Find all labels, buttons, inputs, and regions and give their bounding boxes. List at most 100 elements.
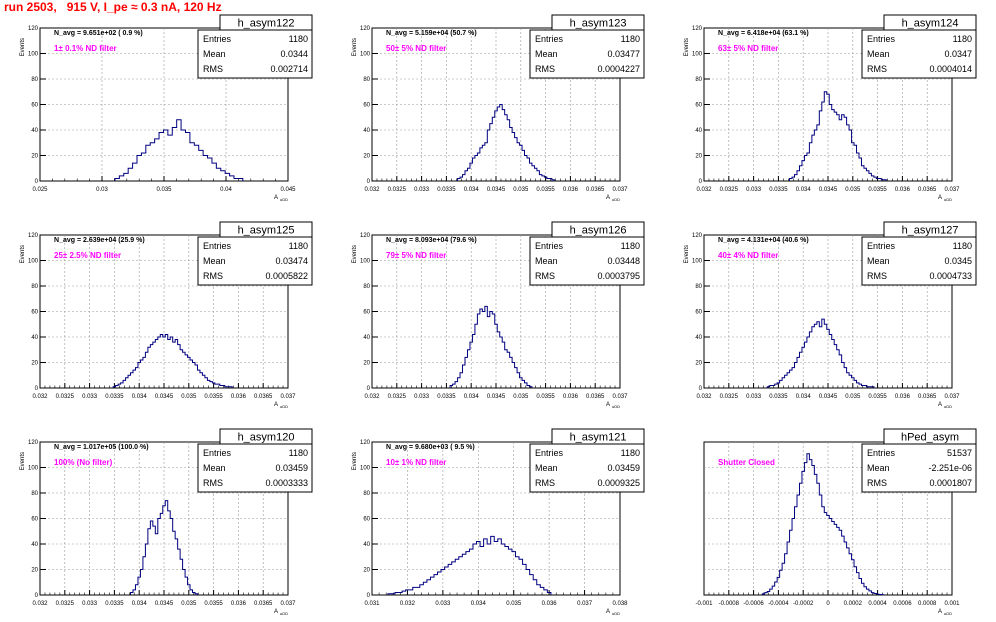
histogram-series bbox=[789, 91, 887, 181]
y-tick-label: 60 bbox=[31, 517, 38, 523]
x-tick-label: 0.032 bbox=[696, 394, 712, 400]
stats-value: 0.03459 bbox=[607, 463, 640, 473]
x-tick-label: 0.034 bbox=[471, 601, 487, 607]
stats-value: 0.0004227 bbox=[597, 64, 640, 74]
y-tick-label: 20 bbox=[695, 154, 702, 160]
x-tick-label: 0.0365 bbox=[586, 394, 605, 400]
x-tick-label: 0.033 bbox=[82, 601, 98, 607]
x-tick-label: 0.0325 bbox=[388, 394, 407, 400]
stats-label: RMS bbox=[867, 478, 887, 488]
histogram-series bbox=[130, 500, 198, 595]
stats-value: 0.0003795 bbox=[597, 271, 640, 281]
x-tick-label: 0.025 bbox=[32, 187, 48, 193]
x-axis-title-subscript: uDD bbox=[944, 611, 952, 616]
x-tick-label: 0.0345 bbox=[819, 394, 838, 400]
y-tick-label: 60 bbox=[363, 517, 370, 523]
stats-label: Mean bbox=[535, 256, 558, 266]
stats-value: 0.0345 bbox=[944, 256, 972, 266]
stats-box bbox=[861, 29, 977, 79]
histogram-name: h_asym127 bbox=[902, 225, 959, 237]
x-tick-label: 0.0355 bbox=[868, 187, 887, 193]
x-axis-title: A bbox=[274, 609, 278, 615]
x-tick-label: 0.0355 bbox=[204, 601, 223, 607]
x-tick-label: 0.0325 bbox=[56, 394, 75, 400]
x-tick-label: 0.032 bbox=[32, 601, 48, 607]
y-tick-label: 60 bbox=[363, 310, 370, 316]
filter-annotation: 40± 4% ND filter bbox=[718, 251, 778, 260]
y-tick-label: 80 bbox=[363, 284, 370, 290]
x-tick-label: 0.034 bbox=[796, 187, 812, 193]
pad-h_asym123: 0.032 0.0325 0.033 0.0335 0.034 0.0345 0.035 0.… bbox=[352, 14, 645, 202]
y-tick-label: 100 bbox=[692, 259, 703, 265]
stats-label: RMS bbox=[203, 271, 223, 281]
stats-label: Entries bbox=[535, 448, 564, 458]
y-tick-label: 20 bbox=[695, 361, 702, 367]
x-tick-label: 0.035 bbox=[513, 394, 529, 400]
x-tick-label: 0.04 bbox=[220, 187, 232, 193]
pad-h_asym125: 0.032 0.0325 0.033 0.0335 0.034 0.0345 0.035 0.… bbox=[20, 221, 313, 409]
x-tick-label: 0.035 bbox=[845, 187, 861, 193]
y-tick-label: 40 bbox=[363, 542, 370, 548]
x-axis-title-subscript: uDD bbox=[944, 197, 952, 202]
stats-label: Mean bbox=[535, 463, 558, 473]
x-tick-label: 0.036 bbox=[895, 394, 911, 400]
x-tick-label: 0.033 bbox=[414, 394, 430, 400]
y-tick-label: 80 bbox=[363, 77, 370, 83]
x-axis-title: A bbox=[938, 402, 942, 408]
stats-label: RMS bbox=[203, 64, 223, 74]
x-tick-label: 0.037 bbox=[944, 394, 960, 400]
stats-label: Mean bbox=[203, 49, 226, 59]
x-tick-label: 0.036 bbox=[542, 601, 558, 607]
y-tick-label: 20 bbox=[363, 568, 370, 574]
x-tick-label: -0.001 bbox=[695, 601, 713, 607]
stats-value: 1180 bbox=[621, 448, 640, 458]
y-tick-label: 100 bbox=[360, 259, 371, 265]
x-axis-title: A bbox=[274, 402, 278, 408]
x-tick-label: -0.0008 bbox=[719, 601, 740, 607]
y-tick-label: 120 bbox=[28, 26, 39, 32]
stats-value: 1180 bbox=[621, 34, 640, 44]
x-tick-label: 0.0335 bbox=[105, 601, 124, 607]
x-tick-label: 0.0004 bbox=[868, 601, 887, 607]
stats-label: Mean bbox=[867, 49, 890, 59]
y-tick-label: 100 bbox=[360, 52, 371, 58]
y-axis-title: Events bbox=[352, 245, 358, 263]
histogram-series bbox=[457, 104, 555, 181]
x-tick-label: 0.0345 bbox=[487, 394, 506, 400]
x-tick-label: 0.0002 bbox=[844, 601, 863, 607]
stats-value: 0.0001807 bbox=[929, 478, 972, 488]
y-tick-label: 80 bbox=[363, 491, 370, 497]
stats-label: RMS bbox=[535, 478, 555, 488]
histogram-series bbox=[114, 119, 244, 181]
pad-hPed_asym: -0.001 -0.0008 -0.0006 -0.0004 -0.0002 0 0.000… bbox=[695, 428, 977, 616]
stats-box bbox=[197, 236, 313, 286]
y-axis-title: Events bbox=[20, 245, 26, 263]
x-tick-label: 0.036 bbox=[563, 187, 579, 193]
pad-h_asym124: 0.032 0.0325 0.033 0.0335 0.034 0.0345 0.035 0.… bbox=[684, 14, 977, 202]
stats-box bbox=[861, 443, 977, 493]
stats-value: 0.0003333 bbox=[265, 478, 308, 488]
x-axis-title: A bbox=[938, 195, 942, 201]
x-axis-title-subscript: uDD bbox=[612, 197, 620, 202]
y-axis-title: Events bbox=[352, 452, 358, 470]
x-tick-label: 0.0335 bbox=[437, 187, 456, 193]
y-tick-label: 120 bbox=[360, 26, 371, 32]
histogram-series bbox=[387, 535, 552, 595]
x-axis-title-subscript: uDD bbox=[612, 404, 620, 409]
y-tick-label: 0 bbox=[699, 386, 703, 392]
y-axis-title: Events bbox=[684, 245, 690, 263]
y-axis-title: Events bbox=[352, 38, 358, 56]
y-tick-label: 60 bbox=[695, 310, 702, 316]
y-tick-label: 40 bbox=[31, 542, 38, 548]
filter-annotation: 63± 5% ND filter bbox=[718, 44, 778, 53]
x-axis-title-subscript: uDD bbox=[280, 197, 288, 202]
y-tick-label: 80 bbox=[695, 284, 702, 290]
y-tick-label: 0 bbox=[367, 386, 371, 392]
stats-label: RMS bbox=[203, 478, 223, 488]
x-tick-label: 0.0355 bbox=[204, 394, 223, 400]
stats-box bbox=[529, 443, 645, 493]
y-tick-label: 60 bbox=[31, 310, 38, 316]
y-axis-title: Events bbox=[20, 38, 26, 56]
x-tick-label: 0.036 bbox=[231, 601, 247, 607]
stats-value: 0.03459 bbox=[275, 463, 308, 473]
